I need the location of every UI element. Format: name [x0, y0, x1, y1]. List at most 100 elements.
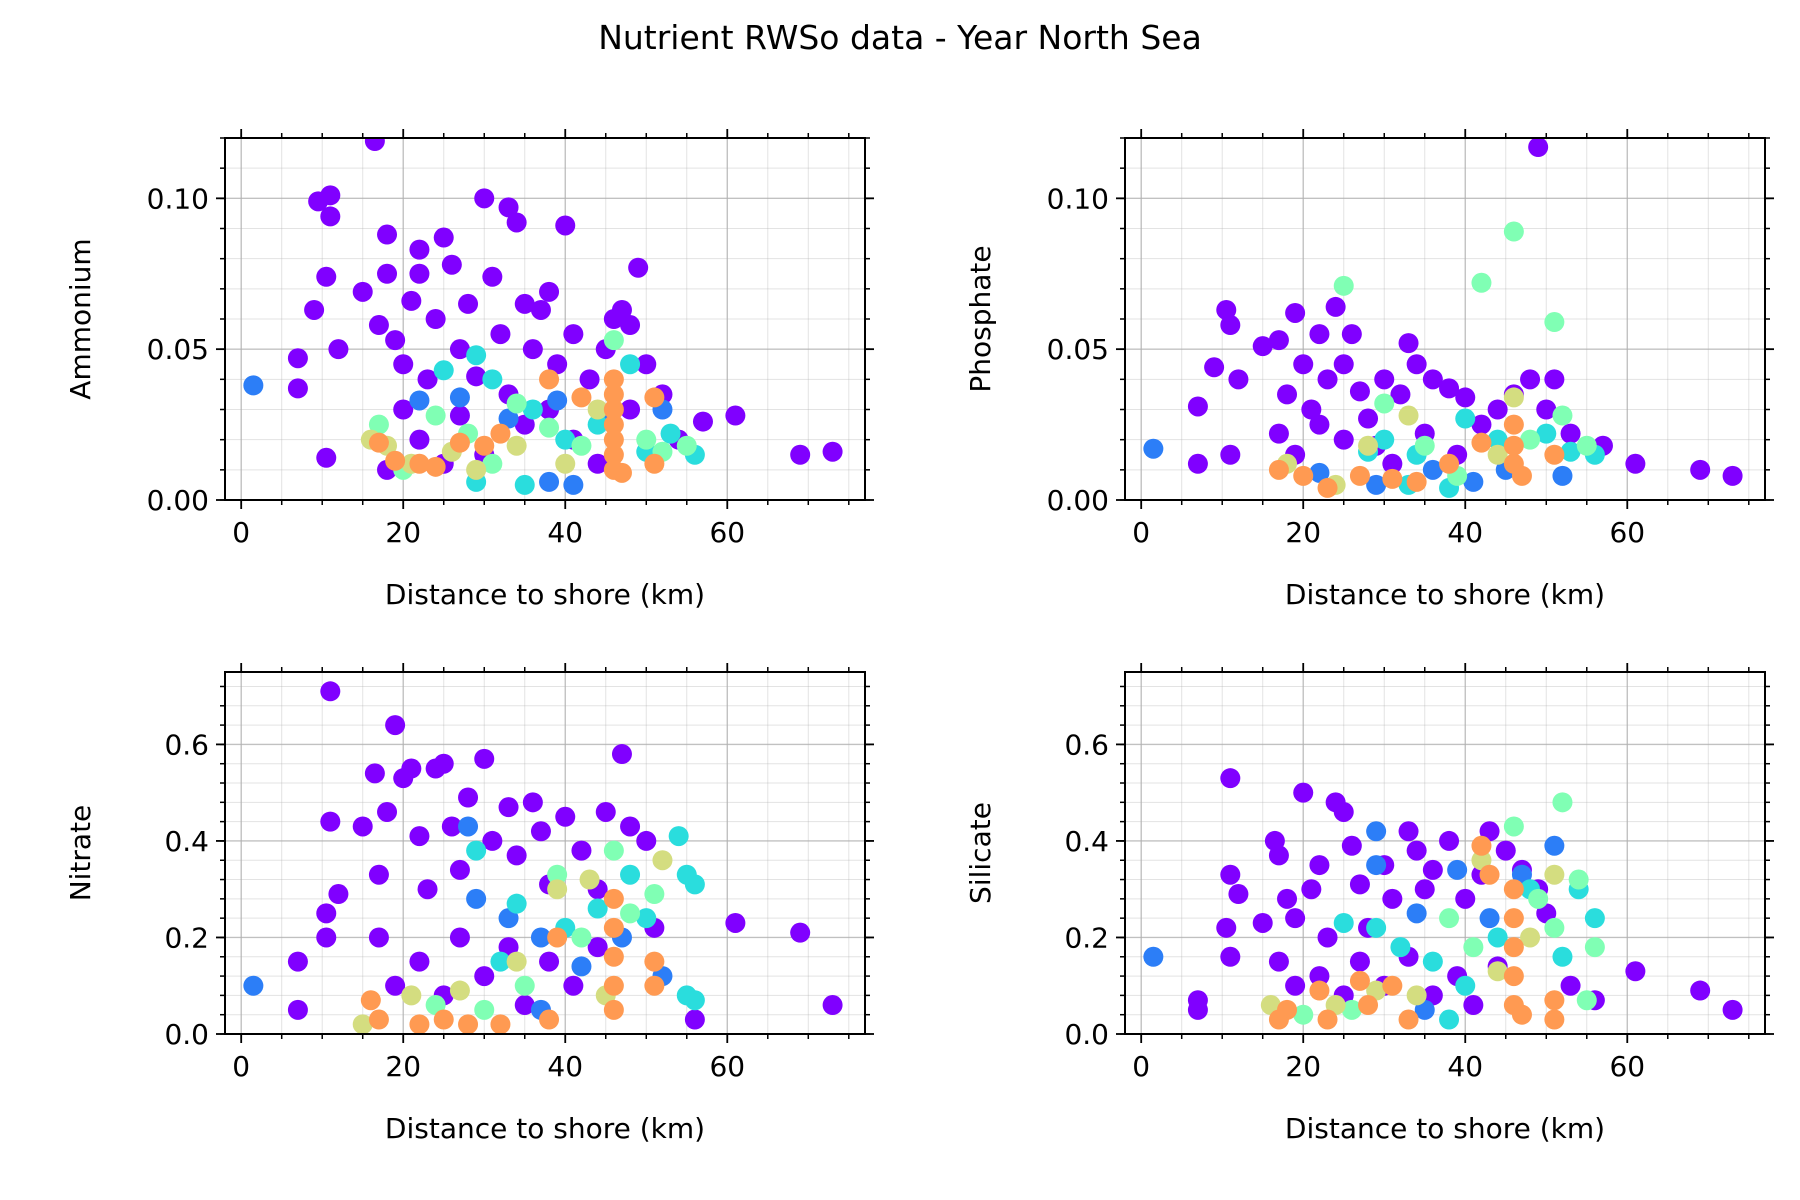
- scatter-point: [409, 951, 430, 972]
- axes-frame: [1124, 137, 1766, 501]
- scatter-point: [1382, 453, 1403, 474]
- scatter-point: [620, 315, 641, 336]
- scatter-point: [425, 309, 446, 329]
- scatter-point: [636, 908, 657, 929]
- scatter-point: [1374, 429, 1395, 450]
- scatter-point: [1528, 138, 1549, 158]
- x-axis-label: Distance to shore (km): [1285, 578, 1605, 611]
- scatter-point: [1503, 966, 1524, 987]
- scatter-point: [1293, 354, 1314, 375]
- scatter-point: [1690, 980, 1711, 1001]
- scatter-point: [1216, 917, 1237, 938]
- scatter-point: [243, 975, 264, 996]
- scatter-point: [1625, 453, 1646, 474]
- scatter-point: [498, 797, 519, 818]
- scatter-point: [692, 411, 713, 432]
- scatter-point: [603, 888, 624, 909]
- scatter-point: [1277, 999, 1298, 1020]
- scatter-point: [1487, 927, 1508, 948]
- y-tick-label: 0.10: [147, 182, 209, 215]
- axes-frame: [1124, 671, 1766, 1035]
- y-tick-label: 0.4: [164, 825, 209, 858]
- scatter-point: [1552, 405, 1573, 426]
- scatter-point: [1471, 272, 1492, 293]
- scatter-point: [1317, 369, 1338, 390]
- scatter-point: [1220, 946, 1241, 967]
- scatter-point: [1544, 864, 1565, 885]
- scatter-point: [1366, 821, 1387, 842]
- scatter-point: [1309, 855, 1330, 876]
- scatter-point: [1301, 399, 1322, 420]
- scatter-point: [1220, 768, 1241, 789]
- scatter-point: [506, 845, 527, 866]
- scatter-point: [1220, 315, 1241, 336]
- scatter-point: [628, 257, 649, 278]
- scatter-point: [1552, 465, 1573, 486]
- scatter-point: [530, 821, 551, 842]
- scatter-point: [587, 453, 608, 474]
- scatter-point: [1341, 835, 1362, 856]
- x-tick-label: 0: [1132, 1050, 1150, 1083]
- x-axis-label: Distance to shore (km): [385, 1112, 705, 1145]
- scatter-point: [1309, 980, 1330, 1001]
- scatter-point: [316, 266, 337, 287]
- scatter-point: [1536, 399, 1557, 420]
- scatter-point: [490, 423, 511, 444]
- scatter-point: [466, 888, 487, 909]
- scatter-point: [1471, 835, 1492, 856]
- scatter-point: [1544, 312, 1565, 333]
- scatter-point: [368, 414, 389, 435]
- scatter-point: [1293, 465, 1314, 486]
- scatter-point: [1216, 299, 1237, 320]
- scatter-point: [287, 951, 308, 972]
- scatter-point: [1455, 408, 1476, 429]
- scatter-point: [1479, 908, 1500, 929]
- scatter-point: [425, 405, 446, 426]
- scatter-point: [1252, 336, 1273, 357]
- scatter-point: [1552, 946, 1573, 967]
- scatter-point: [636, 429, 657, 450]
- subplot-4: 0 20 40 60 0.0 0.2 0.4 0.6 Distance to shore (km…: [964, 663, 1774, 1145]
- scatter-point: [571, 387, 592, 408]
- scatter-point: [1576, 435, 1597, 456]
- scatter-point: [1503, 816, 1524, 837]
- scatter-point: [352, 281, 373, 302]
- scatter-point: [1406, 985, 1427, 1006]
- scatter-point: [368, 1009, 389, 1030]
- scatter-point: [555, 453, 576, 474]
- scatter-point: [474, 748, 495, 769]
- y-tick-label: 0.05: [1047, 333, 1109, 366]
- scatter-point: [1544, 369, 1565, 390]
- scatter-point: [458, 1014, 479, 1034]
- scatter-point: [1455, 888, 1476, 909]
- scatter-point: [1398, 821, 1419, 842]
- scatter-point: [1349, 951, 1370, 972]
- x-tick-label: 60: [1609, 516, 1645, 549]
- scatter-point: [1511, 465, 1532, 486]
- scatter-point: [1560, 975, 1581, 996]
- scatter-point: [506, 435, 527, 456]
- scatter-point: [603, 840, 624, 861]
- scatter-point: [1204, 357, 1225, 378]
- scatter-point: [1143, 946, 1164, 967]
- scatter-point: [555, 806, 576, 827]
- scatter-points: [1143, 768, 1743, 1030]
- scatter-point: [316, 927, 337, 948]
- scatter-point: [725, 405, 746, 426]
- scatter-point: [1390, 937, 1411, 958]
- scatter-point: [547, 879, 568, 900]
- scatter-point: [603, 946, 624, 967]
- scatter-point: [1584, 937, 1605, 958]
- scatter-point: [1187, 999, 1208, 1020]
- x-tick-label: 20: [1285, 1050, 1321, 1083]
- scatter-point: [1252, 912, 1273, 933]
- scatter-point: [449, 980, 470, 1001]
- x-axis-label: Distance to shore (km): [1285, 1112, 1605, 1145]
- scatter-point: [1503, 387, 1524, 408]
- scatter-point: [1487, 961, 1508, 982]
- x-tick-label: 40: [547, 516, 583, 549]
- scatter-point: [652, 850, 673, 871]
- scatter-point: [449, 405, 470, 426]
- scatter-point: [1544, 835, 1565, 856]
- y-axis-label: Ammonium: [64, 238, 97, 399]
